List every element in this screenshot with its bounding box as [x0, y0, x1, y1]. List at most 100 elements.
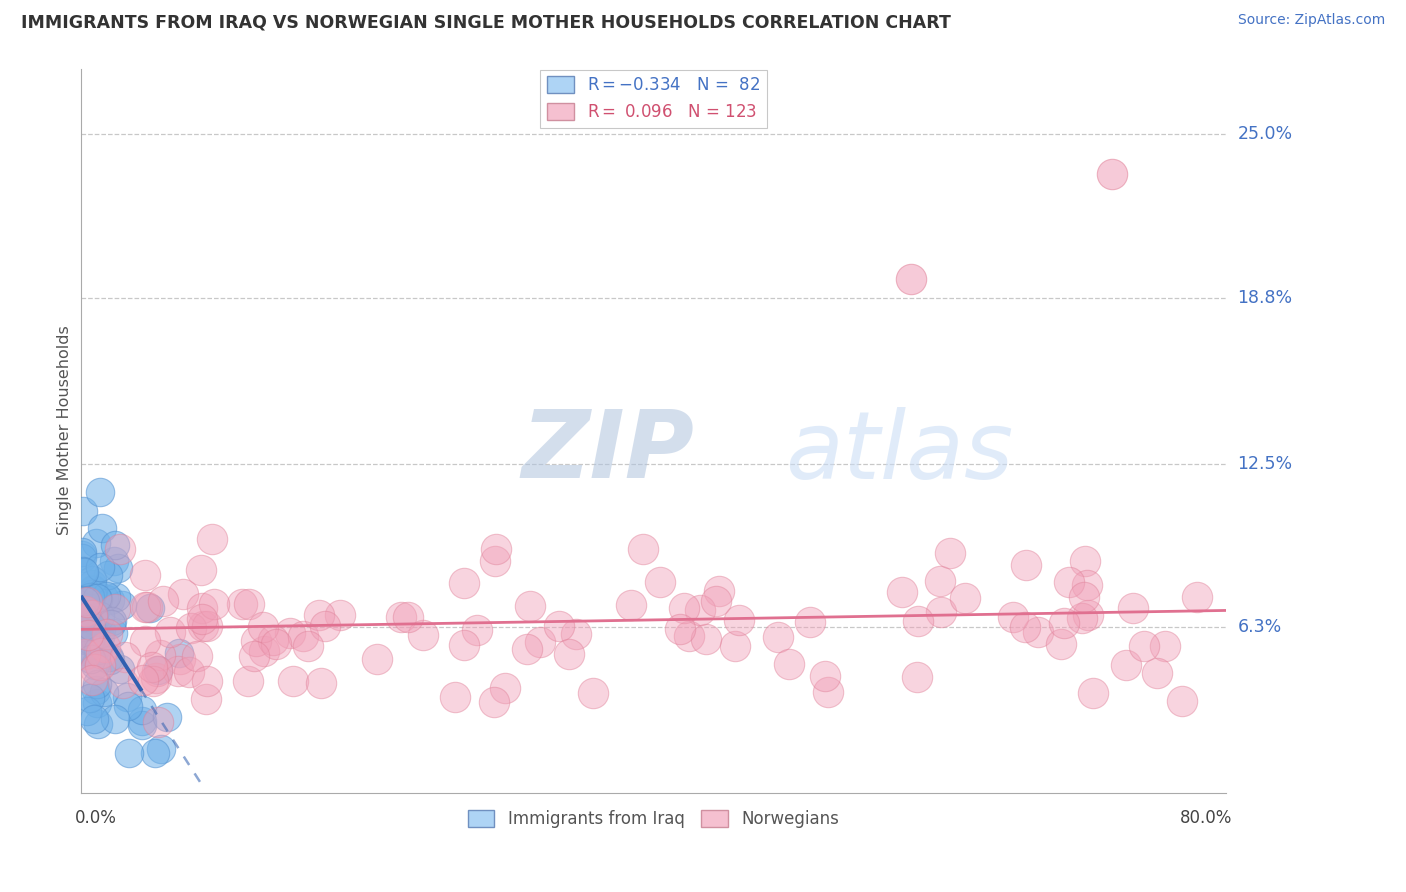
Point	[1081, 686, 1104, 700]
Point	[146, 714, 169, 729]
Point	[131, 718, 153, 732]
Point	[117, 699, 139, 714]
Point	[195, 673, 218, 688]
Point	[87, 592, 110, 607]
Point	[236, 673, 259, 688]
Point	[167, 646, 190, 660]
Point	[98, 653, 121, 667]
Point	[73, 609, 96, 624]
Point	[1074, 554, 1097, 568]
Point	[79, 619, 101, 633]
Point	[73, 648, 96, 662]
Point	[96, 590, 118, 604]
Point	[111, 676, 134, 690]
Point	[146, 664, 169, 678]
Point	[83, 607, 105, 621]
Point	[89, 630, 111, 644]
Point	[142, 673, 165, 688]
Point	[1014, 558, 1036, 572]
Point	[1014, 619, 1036, 633]
Point	[907, 614, 929, 628]
Point	[252, 619, 274, 633]
Point	[190, 563, 212, 577]
Point	[955, 591, 977, 606]
Text: 12.5%: 12.5%	[1237, 455, 1292, 473]
Point	[108, 662, 131, 676]
Point	[86, 643, 108, 657]
Point	[548, 619, 571, 633]
Point	[76, 705, 98, 719]
Point	[84, 662, 107, 676]
Point	[80, 673, 103, 688]
Point	[98, 649, 121, 664]
Point	[167, 664, 190, 678]
Point	[77, 611, 100, 625]
Point	[308, 607, 330, 622]
Point	[72, 549, 94, 563]
Legend: Immigrants from Iraq, Norwegians: Immigrants from Iraq, Norwegians	[461, 804, 846, 835]
Point	[73, 565, 96, 579]
Point	[1122, 601, 1144, 615]
Point	[132, 673, 155, 687]
Point	[231, 597, 253, 611]
Point	[87, 595, 110, 609]
Point	[70, 545, 93, 559]
Text: 6.3%: 6.3%	[1237, 618, 1282, 636]
Point	[141, 659, 163, 673]
Point	[778, 657, 800, 671]
Point	[529, 634, 551, 648]
Point	[89, 485, 111, 500]
Point	[114, 650, 136, 665]
Point	[79, 593, 101, 607]
Point	[83, 632, 105, 646]
Point	[292, 629, 315, 643]
Point	[83, 658, 105, 673]
Point	[90, 623, 112, 637]
Point	[565, 627, 588, 641]
Point	[519, 599, 541, 614]
Point	[453, 575, 475, 590]
Point	[1053, 616, 1076, 631]
Point	[145, 671, 167, 685]
Point	[1077, 608, 1099, 623]
Point	[135, 599, 157, 614]
Point	[1132, 639, 1154, 653]
Point	[82, 573, 104, 587]
Point	[143, 746, 166, 760]
Point	[1057, 574, 1080, 589]
Point	[159, 624, 181, 639]
Point	[105, 591, 128, 605]
Point	[76, 599, 98, 613]
Point	[939, 546, 962, 560]
Point	[131, 703, 153, 717]
Point	[389, 609, 412, 624]
Point	[245, 633, 267, 648]
Point	[80, 608, 103, 623]
Point	[262, 633, 284, 648]
Point	[799, 615, 821, 629]
Point	[191, 601, 214, 615]
Point	[94, 640, 117, 654]
Point	[83, 613, 105, 627]
Point	[80, 652, 103, 666]
Point	[672, 600, 695, 615]
Y-axis label: Single Mother Households: Single Mother Households	[58, 326, 72, 535]
Point	[238, 598, 260, 612]
Point	[633, 542, 655, 557]
Point	[89, 658, 111, 673]
Point	[689, 603, 711, 617]
Point	[86, 591, 108, 605]
Point	[1101, 167, 1123, 181]
Point	[104, 601, 127, 615]
Point	[89, 560, 111, 574]
Text: 18.8%: 18.8%	[1237, 289, 1292, 307]
Point	[91, 521, 114, 535]
Point	[104, 538, 127, 552]
Point	[152, 594, 174, 608]
Point	[134, 633, 156, 648]
Point	[101, 614, 124, 628]
Point	[108, 542, 131, 557]
Point	[1185, 590, 1208, 604]
Point	[177, 665, 200, 680]
Point	[76, 615, 98, 629]
